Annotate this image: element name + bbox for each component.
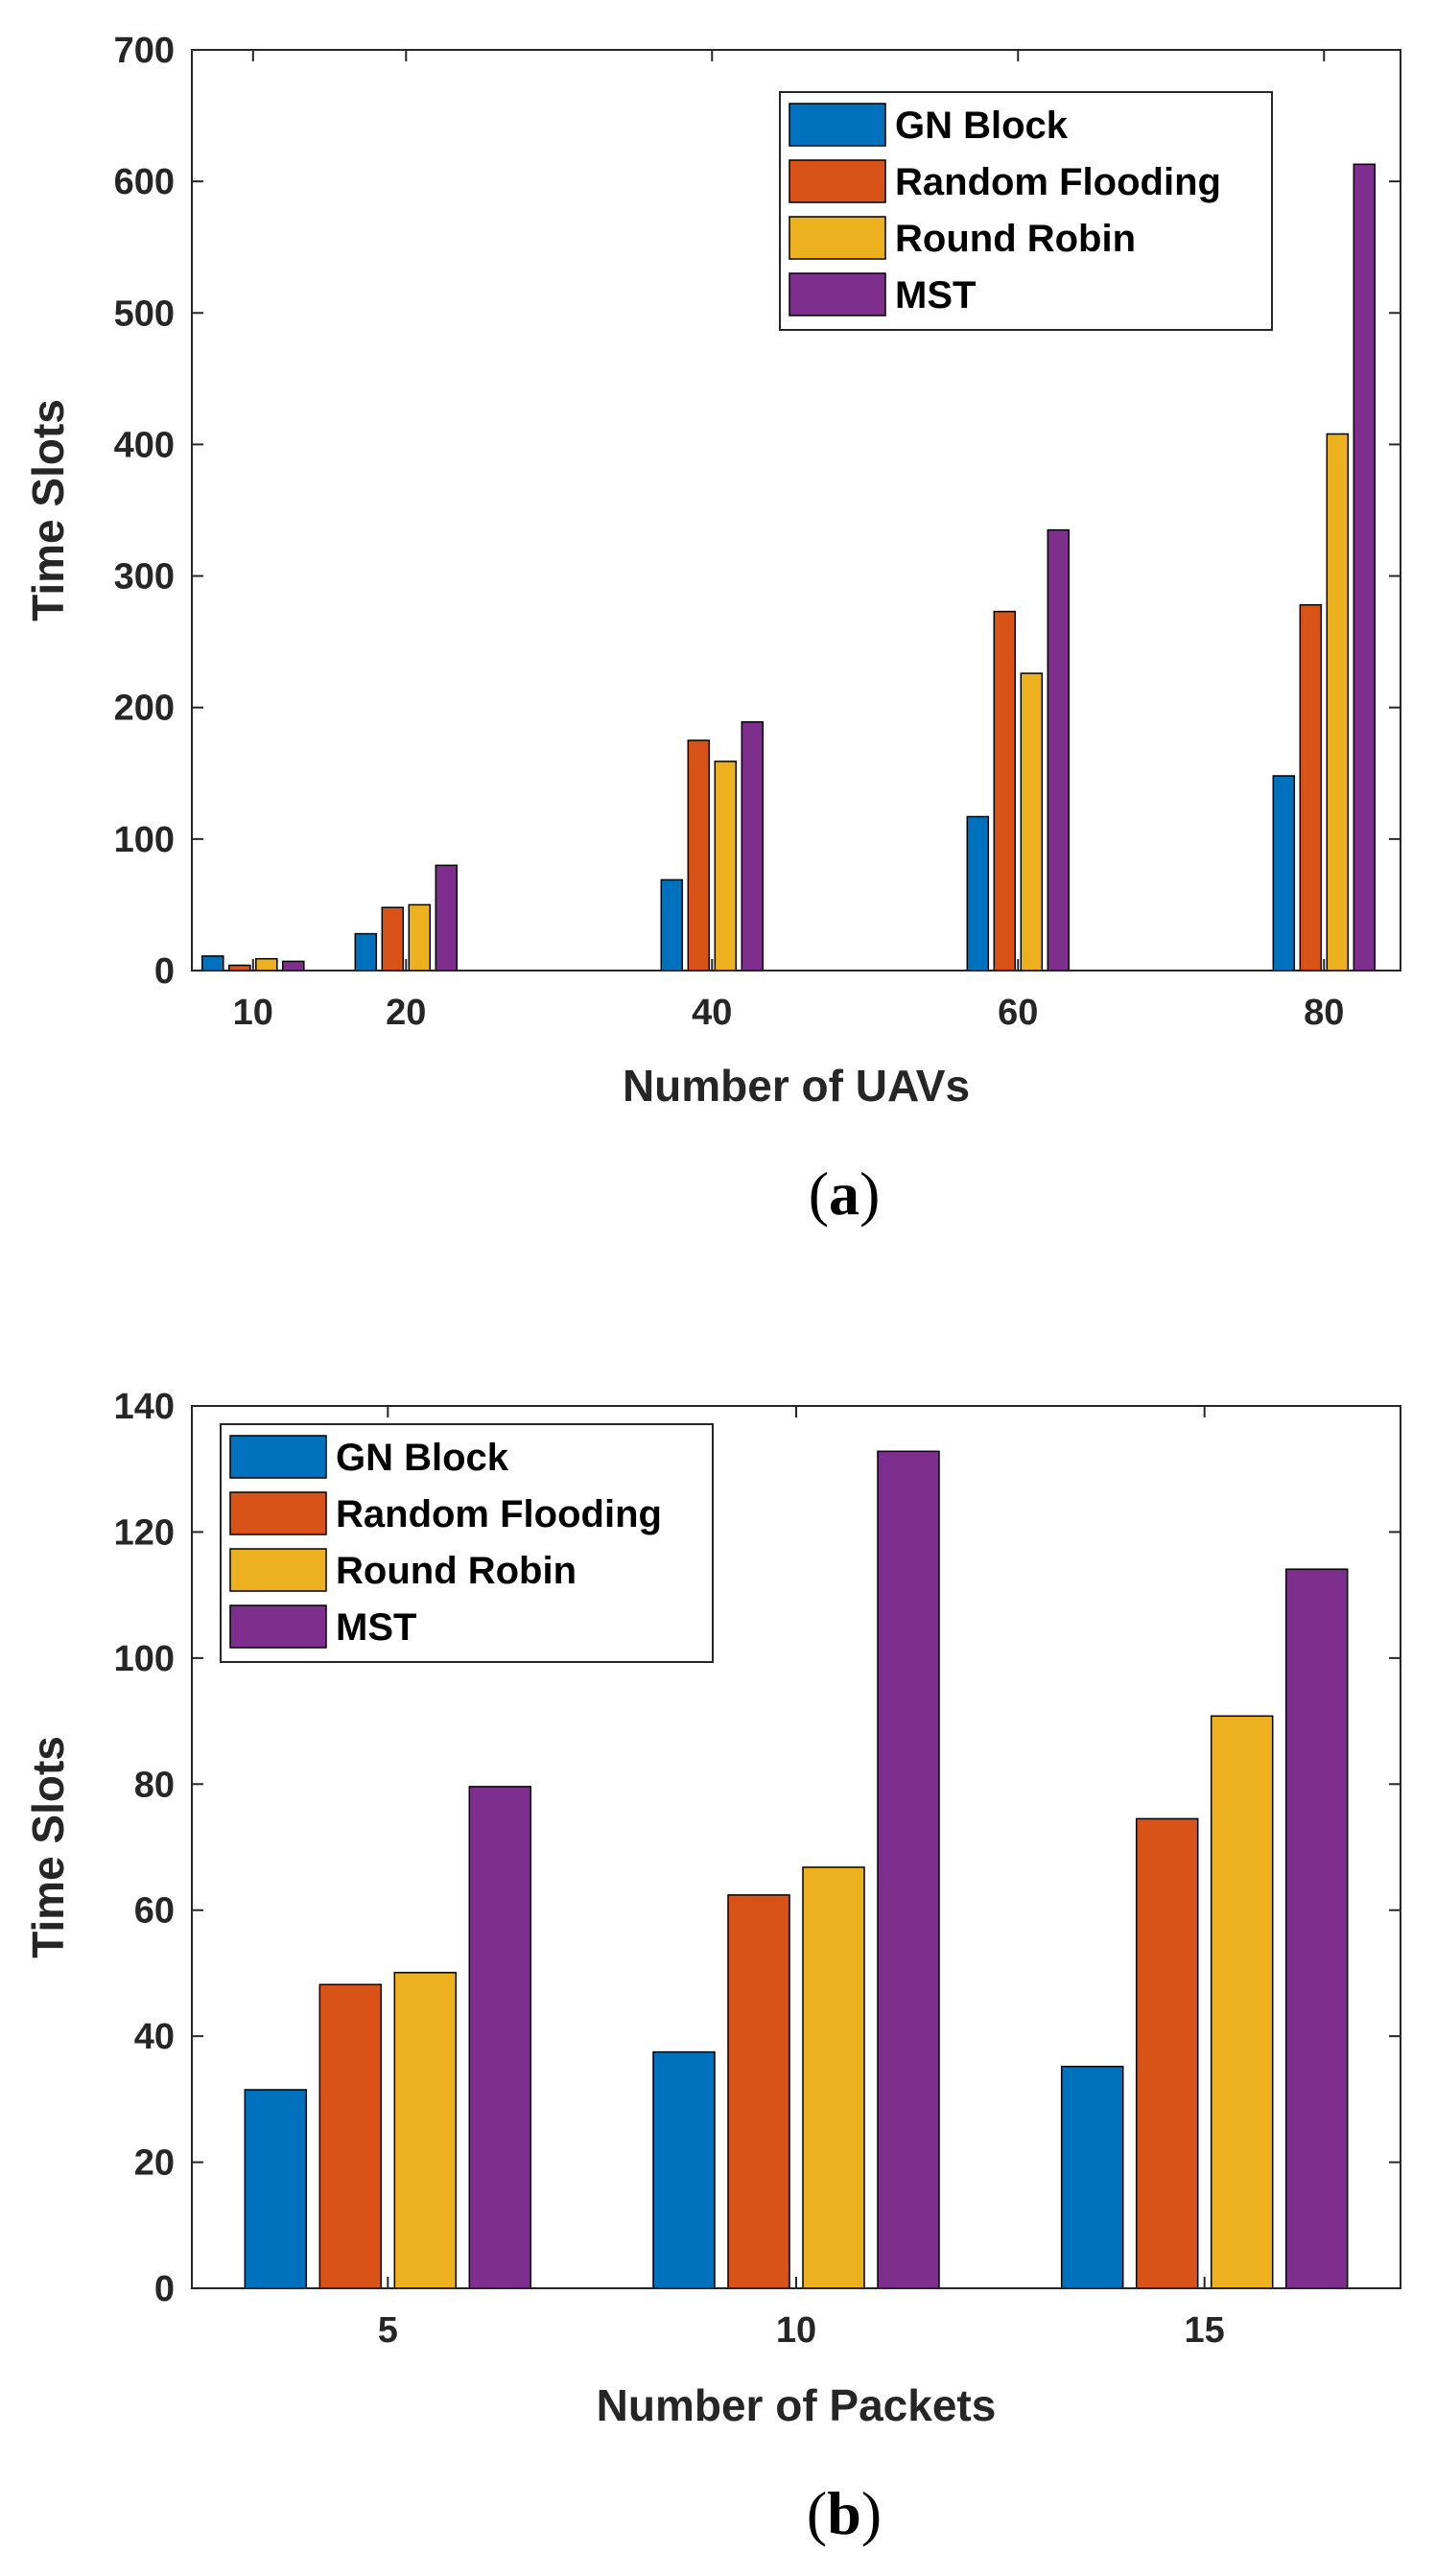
y-tick-label: 400 [114,425,175,465]
bar-random-flooding-80 [1299,603,1323,972]
legend-swatch-gn-block [789,103,886,147]
legend-swatch-random-flooding [789,159,886,203]
y-tick-label: 600 [114,162,175,202]
legend-swatch-random-flooding [229,1491,327,1535]
caption-open: ( [807,2479,827,2547]
bar-mst-80 [1353,163,1377,972]
y-tick-label: 60 [134,1891,175,1932]
x-tick-label: 10 [233,993,273,1033]
x-tick-label: 80 [1304,993,1344,1033]
legend: GN Block Random Flooding Round Robin MST [779,91,1273,331]
y-axis-label: Time Slots [23,399,73,621]
y-tick-label: 700 [114,31,175,71]
x-axis-label: Number of UAVs [623,1061,970,1111]
x-tick-label: 5 [378,2310,398,2351]
bar-gn-block-20 [354,932,378,972]
legend-swatch-round-robin [789,216,886,260]
bar-mst-60 [1047,528,1071,972]
y-tick-label: 120 [114,1512,175,1553]
bar-round-robin-40 [714,761,738,972]
y-tick-label: 80 [134,1765,175,1805]
legend-swatch-round-robin [229,1548,327,1592]
legend-swatch-mst [789,272,886,316]
legend-label: Random Flooding [895,161,1221,203]
x-tick-label: 20 [386,993,426,1033]
bar-random-flooding-5 [318,1983,383,2289]
bar-mst-5 [468,1786,532,2289]
caption-open: ( [809,1159,829,1228]
bar-gn-block-80 [1272,775,1296,972]
bar-gn-block-15 [1060,2065,1124,2289]
y-tick-label: 20 [134,2143,175,2184]
bar-gn-block-60 [966,815,990,972]
y-tick-label: 500 [114,293,175,334]
legend: GN Block Random Flooding Round Robin MST [220,1423,714,1663]
bar-mst-20 [435,864,459,972]
y-tick-label: 40 [134,2017,175,2057]
axes-box [191,49,1401,972]
bar-gn-block-10 [652,2050,716,2289]
y-tick-label: 100 [114,1639,175,1679]
legend-label: MST [895,274,976,316]
bar-round-robin-10 [802,1866,865,2289]
x-tick-label: 10 [776,2310,816,2351]
bar-mst-10 [282,960,305,972]
legend-swatch-gn-block [229,1435,327,1479]
bar-round-robin-60 [1020,672,1044,972]
bar-mst-10 [877,1450,940,2289]
bar-round-robin-10 [255,957,278,972]
bar-round-robin-15 [1210,1715,1274,2289]
caption-letter: b [827,2479,861,2547]
legend-swatch-mst [229,1604,327,1649]
bar-round-robin-80 [1326,433,1350,972]
caption-letter: a [829,1159,859,1228]
caption-close: ) [859,1159,880,1228]
figure-caption: (b) [807,2479,882,2547]
bar-round-robin-20 [408,903,432,972]
y-tick-label: 200 [114,689,175,729]
bar-round-robin-5 [393,1972,458,2289]
y-tick-label: 0 [154,951,175,992]
bar-random-flooding-20 [381,906,405,972]
legend-label: GN Block [895,105,1069,147]
legend-label: MST [336,1606,416,1649]
caption-close: ) [861,2479,882,2547]
bar-gn-block-10 [201,955,224,972]
bar-mst-40 [741,721,765,972]
bar-mst-15 [1284,1568,1349,2289]
x-axis-label: Number of Packets [597,2380,997,2430]
bar-gn-block-40 [660,878,684,972]
y-tick-label: 0 [154,2269,175,2309]
bar-random-flooding-60 [993,610,1017,972]
bar-random-flooding-40 [687,739,711,972]
y-axis-label: Time Slots [23,1736,73,1958]
chart-b: 0 20 40 60 80 100 120 140 5 10 15 Number of Packets… [23,1387,1401,2547]
bar-random-flooding-10 [727,1894,790,2289]
legend-label: Round Robin [336,1550,577,1592]
x-tick-label: 60 [998,993,1038,1033]
y-tick-label: 100 [114,820,175,860]
x-tick-label: 40 [692,993,732,1033]
bar-random-flooding-15 [1135,1817,1199,2289]
bar-gn-block-5 [244,2089,308,2289]
y-tick-label: 140 [114,1387,175,1427]
chart-a: 0 100 200 300 400 500 600 700 10 20 40 60 80 Number o… [23,31,1401,1228]
legend-label: GN Block [336,1437,509,1479]
legend-label: Round Robin [895,218,1136,260]
legend-label: Random Flooding [336,1493,662,1535]
figure-caption: (a) [809,1159,881,1228]
x-tick-label: 15 [1185,2310,1225,2351]
y-tick-label: 300 [114,557,175,597]
